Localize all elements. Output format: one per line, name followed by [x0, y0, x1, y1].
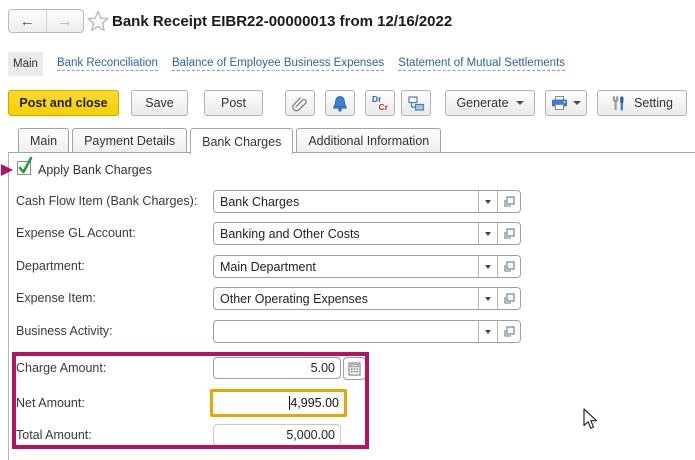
open-record-button[interactable]: [497, 256, 520, 277]
dropdown-button[interactable]: [478, 288, 497, 309]
charge-amount-field[interactable]: 5.00: [213, 357, 341, 379]
total-amount-field[interactable]: 5,000.00: [213, 424, 341, 446]
page-title: Bank Receipt EIBR22-00000013 from 12/16/…: [112, 13, 453, 30]
tab-main[interactable]: Main: [18, 128, 70, 152]
field-value[interactable]: Bank Charges: [220, 194, 300, 209]
form-row: Expense Item: Other Operating Expenses: [0, 287, 695, 311]
chevron-down-icon: [485, 231, 491, 236]
document-structure-button[interactable]: [401, 90, 431, 116]
back-button[interactable]: ←: [9, 10, 47, 32]
arrow-left-icon: ←: [19, 12, 35, 30]
calculator-button[interactable]: [343, 357, 366, 380]
dropdown-button[interactable]: [478, 321, 497, 342]
form-row: Cash Flow Item (Bank Charges): Bank Char…: [0, 190, 695, 214]
navtab-bank-reconciliation[interactable]: Bank Reconciliation: [56, 57, 158, 71]
form-row: Net Amount: 4,995.00: [0, 389, 695, 417]
dr-cr-postings-icon: Dr Cr: [372, 93, 388, 112]
chevron-down-icon: [485, 296, 491, 301]
section-navbar: Main Bank Reconciliation Balance of Empl…: [0, 50, 695, 78]
open-record-button[interactable]: [497, 191, 520, 212]
field-value[interactable]: Other Operating Expenses: [220, 291, 368, 306]
text-cursor: [289, 396, 291, 410]
net-amount-field[interactable]: 4,995.00: [210, 389, 347, 417]
business-activity-field[interactable]: [213, 320, 521, 343]
field-label: Cash Flow Item (Bank Charges):: [16, 194, 198, 208]
history-nav-group: ← →: [8, 9, 84, 33]
checkmark-icon: [17, 155, 35, 175]
chevron-down-icon: [485, 264, 491, 269]
chevron-down-icon: [573, 101, 581, 105]
open-record-button[interactable]: [497, 288, 520, 309]
form-row: Expense GL Account: Banking and Other Co…: [0, 222, 695, 246]
field-value: 4,995.00: [290, 396, 339, 410]
open-in-window-icon: [503, 228, 515, 239]
print-button[interactable]: [545, 90, 587, 116]
cash-flow-item-field[interactable]: Bank Charges: [213, 190, 521, 213]
post-button[interactable]: Post: [204, 90, 263, 116]
tab-bank-charges[interactable]: Bank Charges: [190, 128, 294, 154]
form-row: Charge Amount: 5.00: [0, 357, 695, 381]
toolbar: Post and close Save Post Dr Cr: [0, 90, 695, 118]
open-record-button[interactable]: [497, 321, 520, 342]
field-label: Business Activity:: [16, 324, 113, 338]
navtab-balance-employee-expenses[interactable]: Balance of Employee Business Expenses: [171, 57, 385, 71]
notification-bell-icon: [332, 95, 348, 112]
tab-additional-information[interactable]: Additional Information: [296, 128, 442, 152]
chevron-down-icon: [485, 329, 491, 334]
field-label: Net Amount:: [16, 396, 85, 410]
attachments-button[interactable]: [285, 90, 315, 116]
open-in-window-icon: [503, 293, 515, 304]
navtab-main[interactable]: Main: [8, 52, 43, 76]
save-button[interactable]: Save: [131, 90, 188, 116]
arrow-right-icon: →: [57, 12, 73, 30]
open-in-window-icon: [503, 326, 515, 337]
field-value[interactable]: [214, 321, 478, 342]
tab-payment-details[interactable]: Payment Details: [72, 128, 188, 152]
setting-button-label: Setting: [634, 96, 673, 110]
dropdown-button[interactable]: [478, 256, 497, 277]
print-icon: [551, 95, 568, 111]
notifications-button[interactable]: [325, 90, 355, 116]
forward-button[interactable]: →: [47, 10, 84, 32]
dropdown-button[interactable]: [478, 191, 497, 212]
field-label: Total Amount:: [16, 428, 92, 442]
chevron-down-icon: [515, 101, 524, 105]
field-label: Charge Amount:: [16, 361, 107, 375]
form-row: Department: Main Department: [0, 255, 695, 279]
calculator-icon: [348, 362, 361, 375]
post-and-close-button[interactable]: Post and close: [8, 90, 119, 116]
expense-item-field[interactable]: Other Operating Expenses: [213, 287, 521, 310]
form-row: Total Amount: 5,000.00: [0, 424, 695, 448]
document-tabstrip: Main Payment Details Bank Charges Additi…: [8, 128, 442, 154]
field-value[interactable]: Banking and Other Costs: [220, 226, 360, 241]
department-field[interactable]: Main Department: [213, 255, 521, 278]
field-label: Expense GL Account:: [16, 226, 136, 240]
favorite-star-icon[interactable]: [86, 9, 110, 33]
dropdown-button[interactable]: [478, 223, 497, 244]
document-structure-icon: [407, 95, 425, 112]
field-label: Expense Item:: [16, 291, 96, 305]
field-value[interactable]: Main Department: [220, 259, 316, 274]
open-record-button[interactable]: [497, 223, 520, 244]
paperclip-icon: [291, 94, 309, 112]
navtab-statement-mutual-settlements[interactable]: Statement of Mutual Settlements: [398, 57, 566, 71]
chevron-down-icon: [485, 199, 491, 204]
dr-cr-postings-button[interactable]: Dr Cr: [365, 90, 395, 116]
apply-bank-charges-label[interactable]: Apply Bank Charges: [38, 163, 152, 177]
annotation-arrow-icon: [1, 164, 13, 176]
field-label: Department:: [16, 259, 85, 273]
generate-button-label: Generate: [456, 96, 509, 110]
expense-gl-account-field[interactable]: Banking and Other Costs: [213, 222, 521, 245]
open-in-window-icon: [503, 196, 515, 207]
setting-button[interactable]: Setting: [597, 90, 687, 116]
open-in-window-icon: [503, 261, 515, 272]
form-row: Business Activity:: [0, 320, 695, 344]
wrench-tools-icon: [611, 95, 628, 112]
generate-button[interactable]: Generate: [445, 90, 535, 116]
